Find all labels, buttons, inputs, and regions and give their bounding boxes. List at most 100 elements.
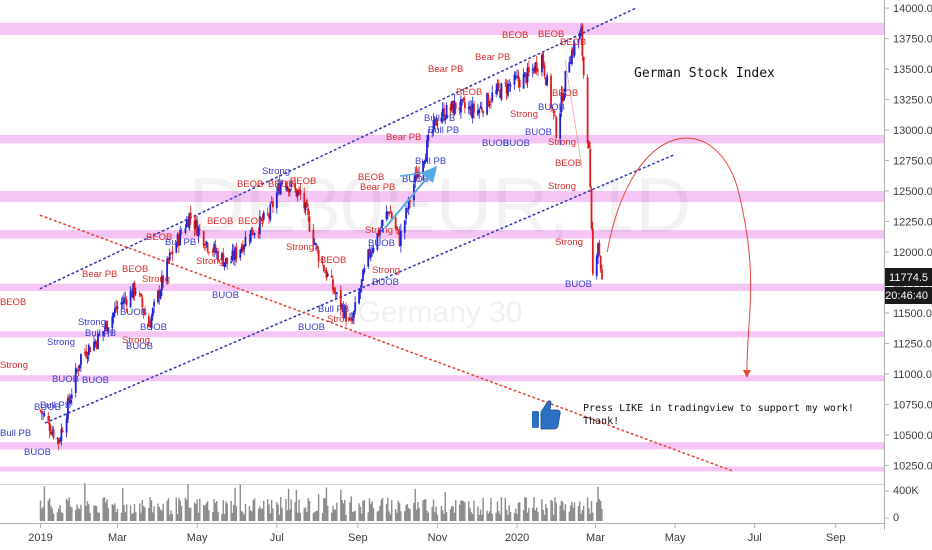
candle-body bbox=[561, 92, 564, 102]
candle-body bbox=[559, 113, 562, 139]
candle-body bbox=[535, 62, 538, 72]
candle-body bbox=[360, 279, 363, 287]
pattern-label: Strong bbox=[196, 256, 224, 267]
volume-bar bbox=[334, 509, 337, 521]
volume-bar bbox=[417, 502, 419, 521]
candle-body bbox=[322, 265, 325, 271]
volume-bar bbox=[336, 502, 338, 521]
volume-bar bbox=[222, 500, 224, 521]
volume-bar bbox=[533, 497, 535, 521]
volume-bar bbox=[327, 505, 329, 521]
pattern-label: BUOB bbox=[565, 279, 592, 290]
candle-body bbox=[83, 352, 86, 354]
candle-body bbox=[397, 229, 400, 231]
candle-body bbox=[478, 109, 481, 113]
candle-body bbox=[298, 189, 300, 192]
candle-body bbox=[66, 398, 69, 420]
candle-body bbox=[287, 188, 290, 193]
candle-body bbox=[580, 27, 582, 32]
candle-body bbox=[445, 105, 448, 119]
candle-body bbox=[513, 74, 516, 85]
candle-body bbox=[305, 200, 308, 208]
candle-body bbox=[316, 245, 319, 250]
volume-bar bbox=[415, 509, 418, 521]
volume-bar bbox=[133, 504, 136, 521]
candle-body bbox=[415, 172, 418, 180]
volume-bar bbox=[116, 509, 119, 521]
candle-body bbox=[544, 77, 547, 86]
candle-body bbox=[462, 98, 465, 101]
candle-body bbox=[52, 429, 55, 438]
candle-body bbox=[333, 287, 336, 293]
pattern-label: Bull PB bbox=[415, 156, 446, 167]
candle-body bbox=[179, 229, 182, 246]
candle-body bbox=[394, 217, 397, 229]
candle-body bbox=[345, 307, 347, 322]
candle-body bbox=[40, 410, 43, 414]
volume-bar bbox=[333, 509, 335, 521]
price-tick-label: 12750.0 bbox=[893, 156, 932, 168]
volume-bar bbox=[517, 502, 520, 521]
candle-body bbox=[279, 182, 282, 195]
volume-bar bbox=[564, 504, 567, 521]
pattern-label: BEOB bbox=[502, 30, 528, 41]
candle-body bbox=[507, 83, 509, 96]
volume-bar bbox=[524, 497, 526, 521]
candle-body bbox=[234, 248, 236, 261]
candle-body bbox=[550, 75, 552, 108]
price-tick-label: 10750.0 bbox=[893, 399, 932, 411]
volume-bar bbox=[586, 497, 589, 521]
volume-bar bbox=[496, 501, 499, 521]
candle-body bbox=[278, 182, 281, 194]
candle-body bbox=[285, 182, 287, 189]
volume-bar bbox=[184, 497, 187, 521]
volume-bar bbox=[125, 504, 128, 521]
candle-body bbox=[232, 251, 235, 260]
candle-body bbox=[94, 341, 97, 345]
blue-arrow-tail bbox=[399, 171, 431, 177]
volume-bar bbox=[112, 505, 115, 521]
candle-body bbox=[546, 75, 549, 86]
volume-bar bbox=[389, 514, 392, 521]
candle-body bbox=[224, 257, 227, 264]
volume-bar bbox=[406, 504, 409, 521]
volume-bar bbox=[358, 503, 360, 521]
volume-bar bbox=[280, 497, 282, 521]
volume-bar bbox=[88, 504, 90, 521]
volume-bar bbox=[266, 499, 269, 521]
candle-body bbox=[599, 255, 602, 270]
volume-bar bbox=[526, 512, 529, 521]
candle-body bbox=[505, 84, 508, 94]
volume-bar bbox=[58, 508, 60, 521]
candle-body bbox=[581, 25, 584, 57]
candle-body bbox=[78, 364, 81, 369]
volume-bar bbox=[349, 502, 351, 521]
candle-body bbox=[381, 219, 384, 226]
candle-body bbox=[208, 251, 210, 253]
volume-bar bbox=[504, 497, 507, 521]
volume-bar bbox=[376, 511, 379, 521]
pattern-label: BUOB bbox=[503, 138, 530, 149]
last-price-badge: 11774.5 20:46:40 bbox=[885, 268, 932, 304]
volume-bar bbox=[323, 498, 325, 521]
candle-body bbox=[61, 430, 64, 433]
candle-body bbox=[508, 84, 511, 86]
candle-body bbox=[48, 422, 51, 432]
volume-bar bbox=[426, 510, 428, 521]
volume-bar bbox=[41, 508, 43, 521]
candle-body bbox=[443, 107, 445, 121]
pattern-label: Strong bbox=[555, 237, 583, 248]
pattern-label: BEOB bbox=[207, 216, 233, 227]
candle-body bbox=[450, 101, 453, 110]
volume-bar bbox=[188, 507, 191, 521]
candle-body bbox=[103, 329, 106, 331]
volume-bar bbox=[441, 510, 444, 521]
price-tick-label: 12500.0 bbox=[893, 186, 932, 198]
candle-body bbox=[141, 297, 144, 308]
candle-body bbox=[460, 99, 462, 113]
candle-body bbox=[431, 131, 434, 134]
pattern-label: BUOB bbox=[402, 174, 429, 185]
volume-bar bbox=[372, 508, 375, 521]
pattern-label: Strong bbox=[548, 181, 576, 192]
